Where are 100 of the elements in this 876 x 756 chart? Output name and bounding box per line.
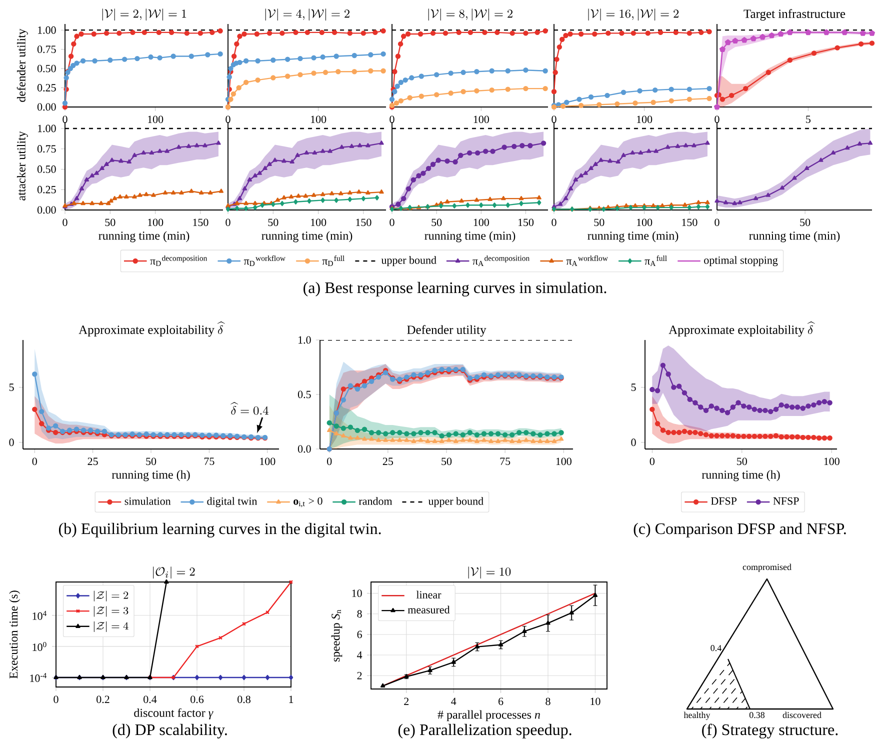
x-axis-title: running time (min) (98, 231, 190, 242)
y-tick-label: 1.0 (298, 336, 311, 344)
x-tick-label: 50 (800, 218, 810, 226)
x-tick-label: 100 (637, 116, 652, 124)
chart-title: $|\mathcal{V}| = 10$ (468, 566, 511, 579)
x-tick-label: 0.4 (144, 696, 157, 704)
y-tick-label: 10$^{0}$ (32, 642, 46, 651)
legend-label: linear (416, 590, 442, 599)
x-tick-label: 0.6 (190, 696, 204, 704)
x-tick-label: 5 (806, 116, 810, 124)
y-axis-title: Execution time (s) (9, 590, 20, 678)
legend-label: digital twin (207, 497, 258, 508)
legend-label: $|\mathcal{Z}| = 4$ (94, 621, 128, 632)
x-axis-title: running time (min) (262, 231, 352, 242)
text: (a) Best response learning curves in simulation. (304, 282, 606, 296)
x-tick-label: 0 (714, 218, 720, 226)
text: healthy (684, 712, 710, 720)
x-tick-label: 100 (311, 218, 326, 226)
y-tick-label: 1.00 (38, 26, 56, 34)
y-tick-label: 0.25 (37, 84, 56, 92)
text: discovered (782, 712, 822, 718)
x-tick-label: 100 (474, 218, 489, 226)
y-tick-label: 0.50 (37, 166, 56, 173)
chart-title: $|\mathcal{O}_i| = 2$ (153, 566, 195, 579)
x-tick-label: 150 (682, 218, 698, 226)
x-tick-label: 100 (148, 116, 164, 124)
x-tick-label: 100 (311, 116, 326, 124)
x-tick-label: 0 (390, 218, 394, 226)
chart-title: $|\mathcal{V}| = 16, |\mathcal{W}| = 2$ (588, 8, 679, 21)
y-tick-label: 10$^{4}$ (32, 610, 46, 620)
y-tick-label: 10 (352, 590, 362, 598)
x-tick-label: 100 (148, 218, 164, 226)
x-tick-label: 0.8 (238, 696, 250, 704)
x-tick-label: 150 (193, 218, 208, 226)
chart-title: Defender utility (407, 325, 486, 337)
chart-title: $\mbox{Approximate exploitability } \widehat{\delta}$ (668, 321, 815, 337)
y-tick-label: 0.00 (37, 103, 56, 111)
x-tick-label: 50 (432, 218, 442, 226)
x-tick-label: 25 (88, 458, 98, 466)
legend-label: upper bound (428, 497, 484, 508)
text: 0.38 (749, 712, 765, 718)
y-tick-label: 1.00 (38, 124, 56, 132)
x-tick-label: 0 (62, 116, 68, 124)
x-tick-label: 50 (268, 218, 278, 226)
y-tick-label: 0.75 (37, 46, 56, 54)
legend-label: random (358, 497, 392, 505)
x-tick-label: 2 (404, 698, 409, 705)
x-tick-label: 100 (824, 458, 840, 466)
y-tick-label: 4 (357, 651, 362, 659)
legend-label: simulation (124, 497, 171, 505)
x-axis-title: running time (min) (749, 231, 840, 242)
x-tick-label: 0 (226, 218, 230, 226)
y-tick-label: 10$^{-4}$ (30, 673, 46, 682)
x-tick-label: 100 (556, 458, 572, 466)
text: optimal stopping (704, 256, 778, 266)
text: (b) Equilibrium learning curves in the digital twin. (58, 522, 381, 538)
x-tick-label: 1 (289, 696, 294, 703)
x-tick-label: 0 (714, 116, 720, 124)
x-tick-label: 150 (518, 218, 534, 226)
x-tick-label: 0 (552, 116, 556, 124)
y-tick-label: 2 (357, 672, 362, 680)
x-tick-label: 0 (226, 116, 230, 124)
legend-label: measured (408, 606, 450, 614)
y-tick-label: 0.50 (37, 64, 56, 72)
x-tick-label: 0 (390, 116, 394, 124)
y-axis-title: defender utility (16, 28, 28, 102)
x-tick-label: 0 (327, 458, 332, 466)
legend-label: $|\mathcal{Z}| = 2$ (94, 590, 128, 602)
text: (c) Comparison DFSP and NFSP. (634, 522, 846, 538)
x-axis-title: discount factor γ (134, 708, 214, 720)
x-tick-label: 100 (474, 116, 489, 124)
x-tick-label: 50 (737, 458, 747, 466)
x-tick-label: 0 (650, 458, 655, 466)
x-tick-label: 0.2 (96, 696, 110, 704)
x-tick-label: 8 (546, 698, 550, 706)
x-tick-label: 50 (442, 458, 452, 466)
y-tick-label: 8 (357, 610, 362, 618)
x-tick-label: 100 (637, 218, 652, 226)
x-tick-label: 75 (204, 458, 214, 466)
legend-label: $|\mathcal{Z}| = 3$ (94, 606, 128, 617)
x-axis-title: running time (h) (112, 470, 190, 482)
text: (e) Parallelization speedup. (398, 724, 572, 738)
x-tick-label: 0 (552, 218, 556, 226)
y-axis-title: attacker utility (16, 131, 28, 200)
x-tick-label: 150 (356, 218, 372, 226)
x-tick-label: 6 (498, 698, 504, 706)
chart-title: $|\mathcal{V}| = 2, |\mathcal{W}| = 1$ (102, 8, 186, 21)
x-tick-label: 50 (105, 218, 116, 226)
x-tick-label: 50 (146, 458, 156, 466)
x-axis-title: # parallel processes n (438, 710, 540, 722)
x-axis-title: running time (min) (424, 231, 516, 242)
text: compromised (742, 564, 792, 572)
y-tick-label: 0.75 (37, 145, 56, 153)
legend-label: DFSP (711, 497, 737, 505)
x-tick-label: 75 (500, 458, 510, 466)
chart-title: Target infrastructure (744, 9, 846, 21)
y-tick-label: 6 (357, 630, 362, 638)
chart-title: $|\mathcal{V}| = 4, |\mathcal{W}| = 2$ (265, 8, 350, 21)
x-tick-label: 100 (260, 458, 276, 466)
text: (d) DP scalability. (112, 724, 227, 738)
